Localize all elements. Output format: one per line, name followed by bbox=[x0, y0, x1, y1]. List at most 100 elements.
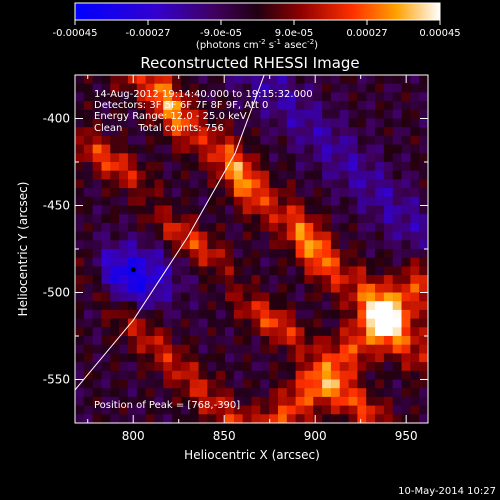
heatmap-cell bbox=[233, 144, 244, 154]
heatmap-cell bbox=[392, 240, 403, 250]
heatmap-cell bbox=[357, 275, 367, 285]
heatmap-cell bbox=[154, 309, 164, 320]
heatmap-cell bbox=[322, 75, 332, 85]
heatmap-cell bbox=[242, 275, 253, 285]
heatmap-cell bbox=[304, 205, 314, 215]
heatmap-cell bbox=[401, 405, 411, 415]
heatmap-cell bbox=[136, 188, 147, 198]
heatmap-cell bbox=[110, 188, 120, 198]
heatmap-cell bbox=[330, 309, 341, 320]
heatmap-image bbox=[75, 75, 428, 423]
heatmap-cell bbox=[383, 118, 394, 128]
heatmap-cell bbox=[286, 101, 297, 111]
heatmap-cell bbox=[198, 135, 208, 146]
heatmap-cell bbox=[330, 292, 341, 302]
heatmap-cell bbox=[357, 135, 367, 146]
heatmap-cell bbox=[145, 309, 156, 320]
heatmap-cell bbox=[269, 196, 279, 207]
heatmap-cell bbox=[101, 405, 111, 415]
heatmap-cell bbox=[375, 379, 385, 389]
heatmap-cell bbox=[304, 135, 314, 146]
heatmap-cell bbox=[136, 301, 147, 311]
heatmap-cell bbox=[127, 309, 138, 320]
heatmap-cell bbox=[110, 83, 120, 93]
heatmap-cell bbox=[277, 301, 288, 311]
heatmap-cell bbox=[154, 170, 164, 180]
heatmap-cell bbox=[163, 344, 173, 354]
heatmap-cell bbox=[313, 292, 323, 302]
heatmap-cell bbox=[313, 283, 323, 294]
heatmap-cell bbox=[198, 170, 208, 180]
heatmap-cell bbox=[207, 362, 217, 372]
heatmap-cell bbox=[242, 231, 253, 241]
heatmap-cell bbox=[101, 379, 111, 389]
heatmap-cell bbox=[410, 266, 420, 276]
heatmap-cell bbox=[260, 75, 270, 85]
heatmap-cell bbox=[419, 257, 428, 267]
heatmap-cell bbox=[180, 396, 191, 407]
heatmap-cell bbox=[163, 388, 173, 398]
heatmap-cell bbox=[304, 266, 314, 276]
heatmap-cell bbox=[75, 353, 85, 363]
heatmap-cell bbox=[304, 231, 314, 241]
heatmap-cell bbox=[410, 222, 420, 233]
heatmap-cell bbox=[101, 309, 111, 320]
heatmap-cell bbox=[366, 327, 376, 337]
heatmap-cell bbox=[286, 388, 297, 398]
heatmap-cell bbox=[410, 353, 420, 363]
heatmap-cell bbox=[189, 153, 200, 163]
heatmap-cell bbox=[383, 292, 394, 302]
heatmap-cell bbox=[375, 101, 385, 111]
heatmap-cell bbox=[207, 275, 217, 285]
heatmap-cell bbox=[207, 309, 217, 320]
colorbar bbox=[74, 2, 441, 21]
heatmap-cell bbox=[251, 83, 261, 93]
heatmap-cell bbox=[251, 388, 261, 398]
heatmap-cell bbox=[348, 101, 358, 111]
heatmap-cell bbox=[383, 179, 394, 189]
heatmap-cell bbox=[260, 353, 270, 363]
heatmap-cell bbox=[92, 222, 103, 233]
heatmap-cell bbox=[101, 153, 111, 163]
heatmap-cell bbox=[419, 388, 428, 398]
heatmap-cell bbox=[286, 379, 297, 389]
heatmap-cell bbox=[172, 370, 182, 381]
heatmap-cell bbox=[225, 362, 235, 372]
heatmap-cell bbox=[277, 179, 288, 189]
heatmap-cell bbox=[410, 370, 420, 381]
heatmap-cell bbox=[127, 127, 138, 137]
heatmap-cell bbox=[163, 249, 173, 259]
heatmap-cell bbox=[154, 240, 164, 250]
heatmap-cell bbox=[145, 101, 156, 111]
heatmap-cell bbox=[225, 196, 235, 207]
heatmap-cell bbox=[304, 162, 314, 172]
heatmap-cell bbox=[127, 344, 138, 354]
heatmap-cell bbox=[136, 162, 147, 172]
heatmap-cell bbox=[286, 127, 297, 137]
heatmap-cell bbox=[163, 92, 173, 102]
heatmap-cell bbox=[260, 127, 270, 137]
heatmap-cell bbox=[375, 292, 385, 302]
heatmap-cell bbox=[101, 344, 111, 354]
heatmap-cell bbox=[277, 336, 288, 346]
heatmap-cell bbox=[322, 388, 332, 398]
heatmap-cell bbox=[286, 92, 297, 102]
heatmap-cell bbox=[366, 153, 376, 163]
heatmap-cell bbox=[110, 318, 120, 328]
heatmap-cell bbox=[330, 118, 341, 128]
y-tick-label: -400 bbox=[43, 112, 70, 126]
heatmap-cell bbox=[366, 309, 376, 320]
heatmap-cell bbox=[233, 162, 244, 172]
heatmap-cell bbox=[207, 353, 217, 363]
heatmap-cell bbox=[277, 362, 288, 372]
heatmap-cell bbox=[216, 249, 226, 259]
heatmap-cell bbox=[375, 240, 385, 250]
heatmap-cell bbox=[313, 309, 323, 320]
heatmap-cell bbox=[330, 127, 341, 137]
heatmap-cell bbox=[401, 162, 411, 172]
heatmap-cell bbox=[295, 379, 306, 389]
heatmap-cell bbox=[313, 153, 323, 163]
heatmap-cell bbox=[419, 170, 428, 180]
heatmap-cell bbox=[295, 396, 306, 407]
colorbar-unit-label: (photons cm-2 s-1 asec-2) bbox=[196, 38, 318, 51]
